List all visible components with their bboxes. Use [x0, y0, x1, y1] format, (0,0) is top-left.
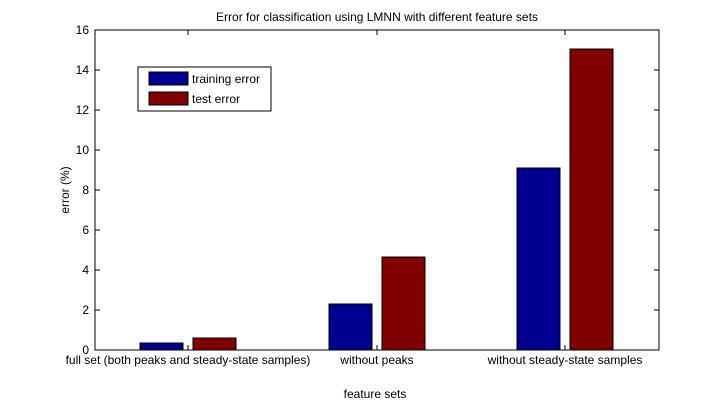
x-tick-label: without steady-state samples — [487, 353, 643, 367]
x-axis-label: feature sets — [344, 387, 407, 401]
legend-swatch-training — [148, 71, 189, 86]
legend-label-test: test error — [192, 92, 240, 106]
legend: training error test error — [137, 66, 272, 112]
bar-training-0 — [139, 342, 184, 351]
bar-training-1 — [328, 303, 373, 351]
y-tick-label: 12 — [76, 103, 90, 117]
chart-title: Error for classification using LMNN with… — [216, 10, 538, 24]
bar-training-2 — [516, 167, 561, 351]
bar-test-1 — [381, 256, 426, 351]
y-tick-label: 6 — [82, 223, 89, 237]
y-tick-label: 14 — [76, 63, 90, 77]
y-tick-label: 4 — [82, 263, 89, 277]
y-axis-label: error (%) — [58, 166, 72, 213]
x-tick-label: without peaks — [339, 353, 413, 367]
y-tick-label: 2 — [82, 303, 89, 317]
y-tick-label: 8 — [82, 183, 89, 197]
y-tick-label: 0 — [82, 343, 89, 357]
legend-swatch-test — [148, 91, 189, 106]
legend-label-training: training error — [192, 72, 260, 86]
bar-test-0 — [192, 337, 237, 351]
bar-test-2 — [569, 48, 614, 351]
y-tick-label: 10 — [76, 143, 90, 157]
x-tick-label: full set (both peaks and steady-state sa… — [66, 353, 311, 367]
y-tick-label: 16 — [76, 23, 90, 37]
